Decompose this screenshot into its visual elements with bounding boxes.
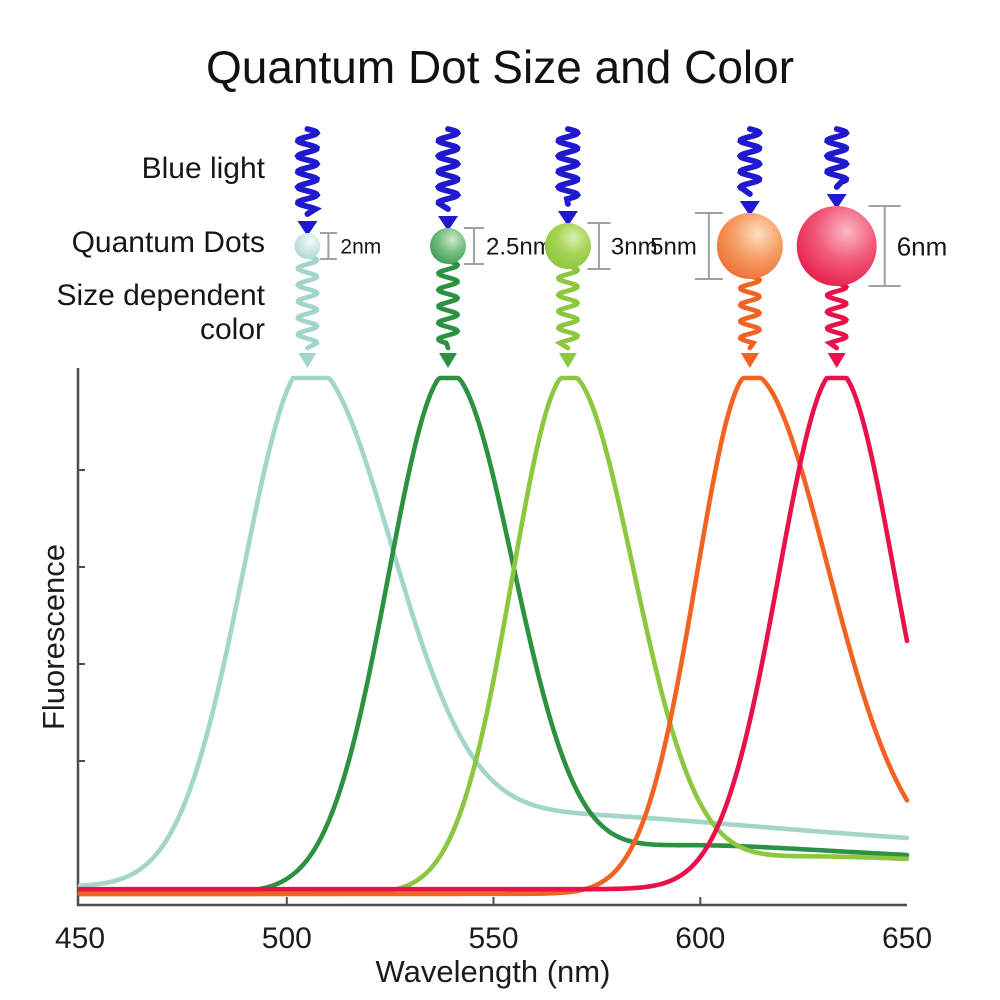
blue-light-arrow-3nm: [554, 126, 582, 207]
emission-arrow-6nm: [824, 280, 850, 351]
dot-group-2.5nm: 2.5nm: [430, 126, 553, 368]
dot-group-2nm: 2nm: [294, 126, 381, 368]
size-label-5nm: 5nm: [650, 234, 697, 261]
emission-curve-3nm: [77, 375, 910, 897]
quantum-dot-5nm: [716, 213, 783, 279]
blue-light-arrowhead-6nm: [826, 194, 847, 209]
y-axis-title: Fluorescence: [36, 544, 71, 730]
size-dependent-line2: color: [199, 313, 265, 346]
emission-curve-2nm: [77, 375, 910, 888]
size-label-2nm: 2nm: [340, 236, 381, 259]
blue-light-arrow-6nm: [823, 126, 850, 190]
blue-light-arrowhead-5nm: [739, 201, 760, 216]
size-dependent-color-label: Size dependent color: [56, 279, 265, 347]
size-bracket-2nm: [319, 232, 337, 260]
blue-light-arrow-5nm: [736, 126, 763, 197]
blue-light-arrow-2.5nm: [434, 126, 462, 212]
emission-curves: [77, 375, 910, 897]
emission-arrow-2nm: [295, 253, 320, 351]
y-axis-ticks: [78, 469, 85, 762]
dot-group-5nm: 5nm: [650, 126, 783, 368]
emission-arrowhead-2.5nm: [439, 353, 458, 368]
dot-group-6nm: 6nm: [796, 126, 948, 368]
page-title: Quantum Dot Size and Color: [205, 41, 795, 93]
emission-arrow-5nm: [737, 273, 763, 351]
quantum-dots-label: Quantum Dots: [71, 226, 265, 259]
quantum-dot-6nm: [796, 206, 877, 286]
x-tick-label-450: 450: [55, 922, 105, 955]
size-bracket-5nm: [694, 212, 723, 280]
emission-curve-5nm: [77, 375, 910, 897]
emission-curve-6nm: [77, 375, 910, 892]
x-tick-label-600: 600: [675, 922, 725, 955]
blue-light-label: Blue light: [141, 152, 265, 185]
emission-arrow-3nm: [554, 263, 581, 351]
size-dependent-line1: Size dependent: [56, 279, 265, 312]
x-axis-ticks: [285, 897, 702, 905]
quantum-dot-3nm: [544, 223, 591, 269]
emission-curve-2.5nm: [77, 375, 910, 896]
blue-light-arrowhead-2nm: [297, 221, 318, 236]
dot-group-3nm: 3nm: [544, 126, 658, 368]
x-tick-label-500: 500: [262, 922, 312, 955]
emission-arrowhead-5nm: [740, 353, 759, 368]
emission-arrowhead-6nm: [827, 353, 846, 368]
x-tick-label-650: 650: [882, 922, 932, 955]
blue-light-arrowhead-2.5nm: [438, 216, 459, 231]
x-tick-label-550: 550: [468, 922, 518, 955]
size-label-3nm: 3nm: [611, 234, 658, 261]
quantum-dot-2nm: [294, 233, 321, 259]
emission-arrowhead-3nm: [558, 353, 577, 368]
blue-light-arrowhead-3nm: [557, 211, 578, 226]
size-bracket-6nm: [868, 205, 901, 287]
emission-arrowhead-2nm: [298, 353, 317, 368]
quantum-dot-2.5nm: [430, 228, 467, 264]
blue-light-arrow-2nm: [294, 126, 323, 217]
emission-arrow-2.5nm: [435, 258, 461, 351]
chart-axes: [76, 368, 907, 907]
size-bracket-2.5nm: [464, 227, 485, 265]
size-label-6nm: 6nm: [897, 231, 948, 261]
x-axis-title: Wavelength (nm): [376, 954, 611, 989]
size-bracket-3nm: [587, 222, 611, 270]
size-label-2.5nm: 2.5nm: [486, 234, 553, 261]
